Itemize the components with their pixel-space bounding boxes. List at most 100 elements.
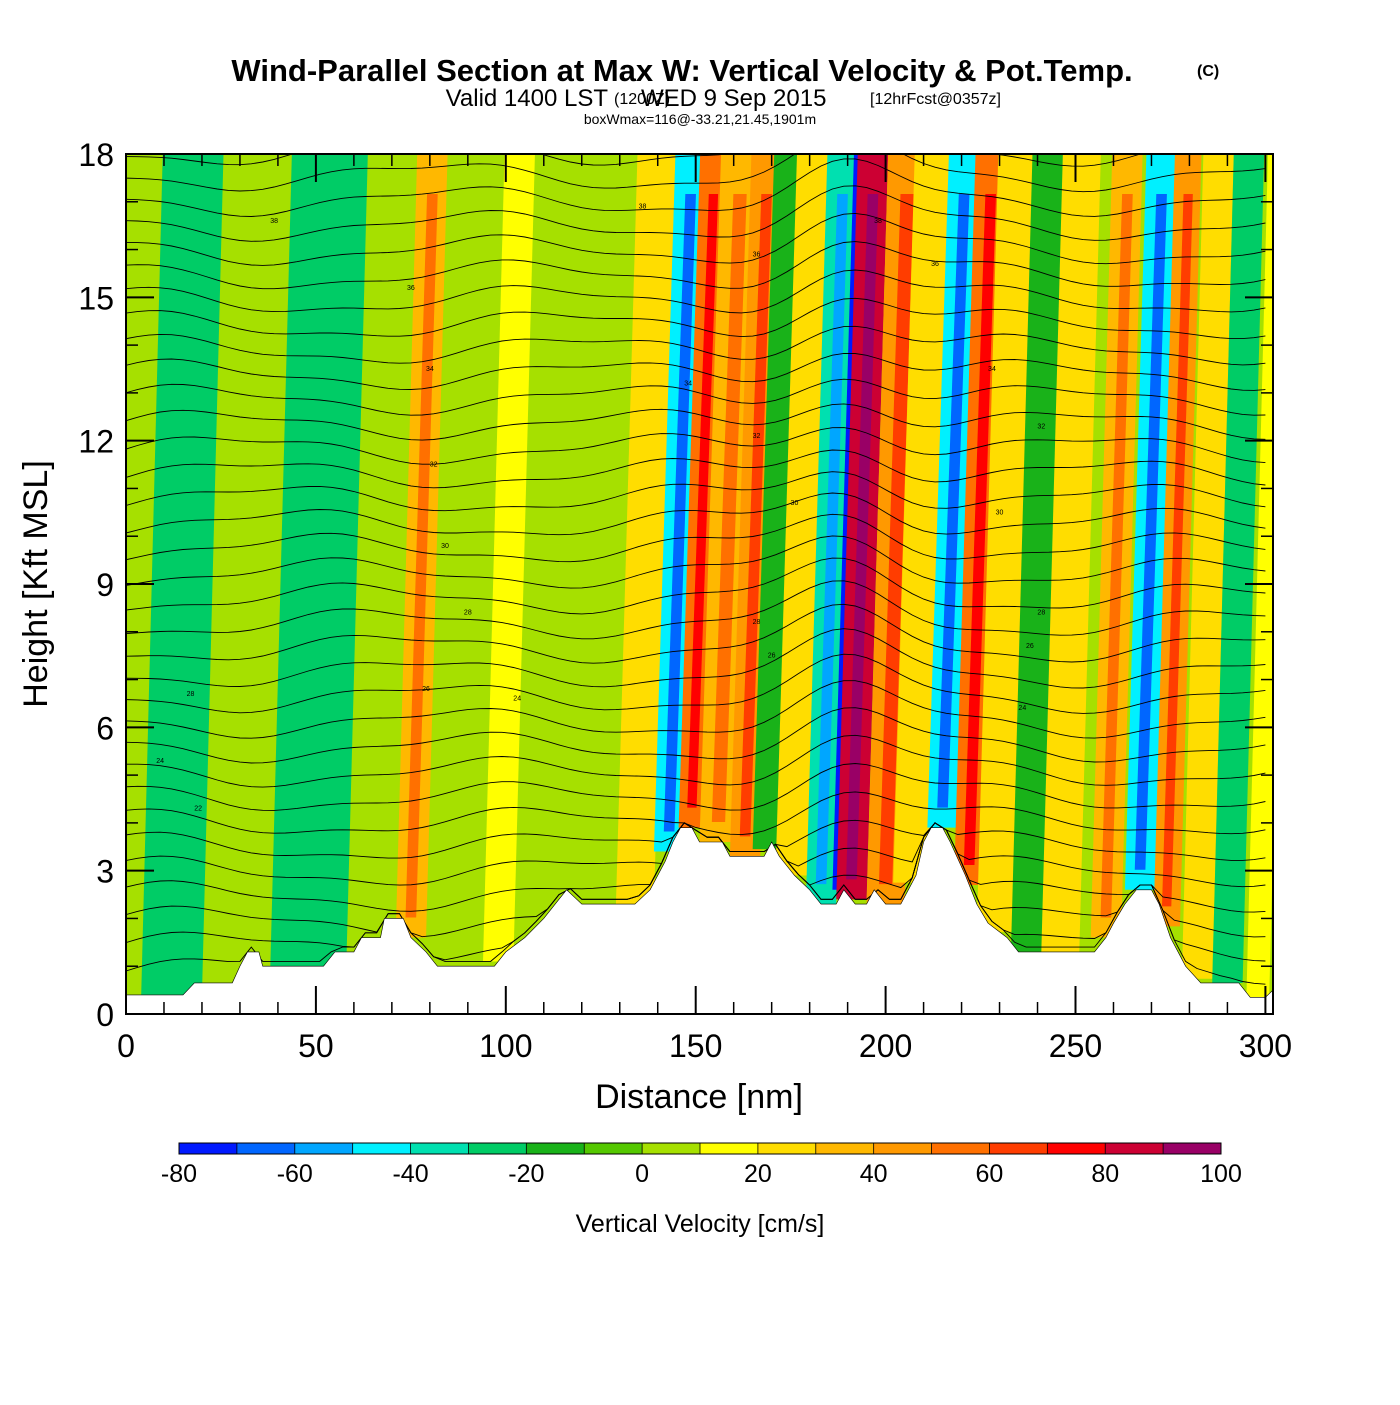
colorbar-label: Vertical Velocity [cm/s] xyxy=(576,1210,825,1238)
colorbar-swatch-14 xyxy=(931,1143,990,1154)
theta-label-23: 30 xyxy=(996,509,1004,516)
isentrope-19 xyxy=(126,492,1266,536)
isentrope-17 xyxy=(126,535,1266,589)
colorbar-swatch-12 xyxy=(815,1143,875,1154)
colorbar-swatch-7 xyxy=(526,1143,585,1154)
isentrope-14 xyxy=(126,603,1266,664)
colorbar-swatch-10 xyxy=(700,1143,759,1154)
colorbar xyxy=(178,1142,1222,1155)
subtitle-valid: Valid 1400 LST xyxy=(446,85,609,112)
theta-label-7: 26 xyxy=(422,686,430,693)
isentrope-18 xyxy=(126,513,1266,563)
colorbar-tick--20: -20 xyxy=(508,1160,544,1188)
colorbar-tick-40: 40 xyxy=(860,1160,888,1188)
theta-label-21: 34 xyxy=(988,366,996,373)
chart-title: Wind-Parallel Section at Max W: Vertical… xyxy=(231,53,1132,88)
velocity-core-7 xyxy=(687,194,719,808)
copyright-mark: (C) xyxy=(1197,63,1219,80)
velocity-band-26 xyxy=(1212,154,1265,983)
colorbar-swatch-16 xyxy=(1047,1143,1106,1154)
potential-temperature-contours xyxy=(126,154,1266,985)
velocity-core-23 xyxy=(1134,194,1167,870)
isentrope-32 xyxy=(126,158,1266,217)
velocity-core-6 xyxy=(663,194,696,832)
velocity-core-3 xyxy=(405,194,438,918)
isentrope-16 xyxy=(126,557,1266,615)
theta-label-13: 36 xyxy=(753,251,761,258)
theta-label-14: 34 xyxy=(684,380,692,387)
colorbar-swatch-11 xyxy=(757,1143,817,1154)
colorbar-swatch-8 xyxy=(584,1143,643,1154)
x-tick-label-200: 200 xyxy=(859,1028,912,1064)
colorbar-swatch-1 xyxy=(179,1143,238,1154)
colorbar-tick-20: 20 xyxy=(744,1160,772,1188)
y-tick-label-3: 3 xyxy=(96,854,114,890)
isentrope-10 xyxy=(126,707,1266,764)
colorbar-tick--80: -80 xyxy=(161,1160,197,1188)
colorbar-tick-80: 80 xyxy=(1091,1160,1119,1188)
subtitle-zulu: (1200Z) xyxy=(614,91,670,108)
colorbar-swatch-4 xyxy=(352,1143,412,1154)
isentrope-28 xyxy=(126,269,1266,314)
x-tick-label-100: 100 xyxy=(479,1028,532,1064)
theta-label-9: 28 xyxy=(187,691,195,698)
isentrope-25 xyxy=(126,352,1266,391)
velocity-band-16 xyxy=(893,154,953,883)
isentrope-9 xyxy=(126,734,1266,788)
contour-labels: 38 36 34 32 30 28 26 24 28 24 22 38 36 34 32 30 28 26 38 36… xyxy=(156,204,1045,813)
theta-label-8: 24 xyxy=(513,696,521,703)
velocity-core-12 xyxy=(815,194,848,885)
theta-label-18: 26 xyxy=(768,653,776,660)
subtitle-date: WED 9 Sep 2015 xyxy=(641,85,826,112)
isentrope-21 xyxy=(126,449,1266,489)
velocity-band-27 xyxy=(1246,154,1273,998)
colorbar-tick-0: 0 xyxy=(635,1160,649,1188)
colorbar-swatch-9 xyxy=(642,1143,701,1154)
isentrope-15 xyxy=(126,580,1266,640)
theta-label-25: 26 xyxy=(1026,643,1034,650)
colorbar-swatch-18 xyxy=(1163,1143,1222,1154)
velocity-band-21 xyxy=(1041,154,1101,952)
y-tick-label-15: 15 xyxy=(78,280,114,316)
isentrope-26 xyxy=(126,325,1266,366)
box-wmax-label: boxWmax=116@-33.21,21.45,1901m xyxy=(584,111,816,127)
theta-label-3: 34 xyxy=(426,366,434,373)
isentrope-6 xyxy=(126,819,1266,861)
y-tick-label-12: 12 xyxy=(78,424,114,460)
velocity-band-20 xyxy=(1010,154,1071,952)
x-tick-label-0: 0 xyxy=(117,1028,135,1064)
velocity-core-8 xyxy=(711,194,747,822)
x-axis-label: Distance [nm] xyxy=(595,1078,803,1116)
colorbar-swatch-5 xyxy=(410,1143,469,1154)
theta-label-19: 38 xyxy=(874,218,882,225)
theta-label-17: 28 xyxy=(753,619,761,626)
theta-label-11: 22 xyxy=(194,806,202,813)
x-axis-ticks: 0 50 100 150 200 250 300 xyxy=(117,154,1292,1064)
y-axis-label: Height [Kft MSL] xyxy=(17,460,55,708)
theta-label-15: 32 xyxy=(753,433,761,440)
isentrope-12 xyxy=(126,653,1266,714)
colorbar-swatch-2 xyxy=(236,1143,296,1154)
colorbar-tick--60: -60 xyxy=(277,1160,313,1188)
theta-label-6: 28 xyxy=(464,610,472,617)
isentrope-24 xyxy=(126,378,1266,416)
velocity-core-24 xyxy=(1162,194,1193,907)
velocity-core-9 xyxy=(739,194,772,837)
isentrope-30 xyxy=(126,212,1266,266)
theta-label-16: 30 xyxy=(791,500,799,507)
theta-label-26: 24 xyxy=(1018,705,1026,712)
colorbar-tick--40: -40 xyxy=(392,1160,428,1188)
theta-label-10: 24 xyxy=(156,758,164,765)
plot-area: 38 36 34 32 30 28 26 24 28 24 22 38 36 34 32 30 28 26 38 36… xyxy=(126,154,1273,1014)
theta-label-4: 32 xyxy=(430,462,438,469)
colorbar-tick-100: 100 xyxy=(1200,1160,1242,1188)
colorbar-ticks: -80 -60 -40 -20 0 20 40 60 80 100 xyxy=(161,1160,1242,1188)
x-tick-label-150: 150 xyxy=(669,1028,722,1064)
velocity-band-10 xyxy=(752,154,805,850)
colorbar-swatch-15 xyxy=(989,1143,1048,1154)
isentrope-29 xyxy=(126,241,1266,290)
isentrope-27 xyxy=(126,297,1266,340)
velocity-band-1 xyxy=(141,154,224,995)
